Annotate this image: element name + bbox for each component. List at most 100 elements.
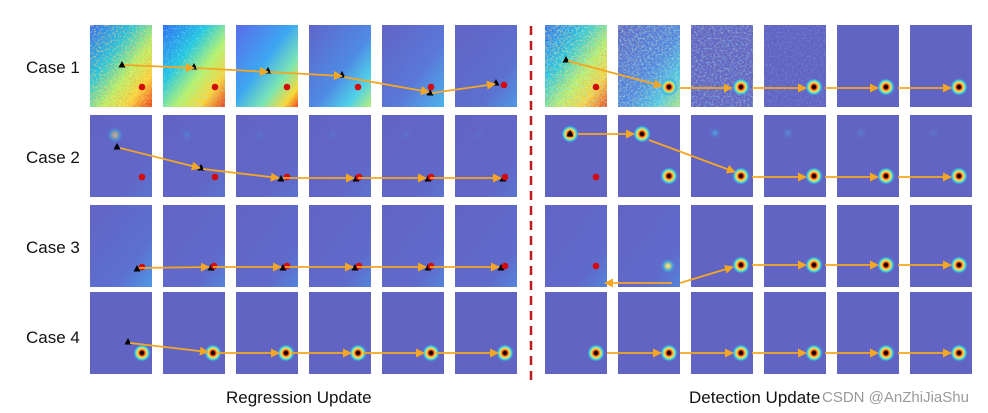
regression-panel-r3-c3 [236,205,298,287]
detection-panel-bg-r3-c4 [764,205,826,287]
regression-panel-r2-c6 [455,115,517,197]
detection-panel-r2-c5 [837,115,899,197]
target-det-r3-c3-center [738,262,744,268]
regression-panel-bg-r4-c5 [382,292,444,374]
pred-r3-c1 [133,265,141,272]
regression-panel-r1-c5 [382,25,444,107]
target-det-r3-c6-center [956,262,962,268]
target-r4-c1-center [139,350,145,356]
pred-det-tri-r2-c1 [566,130,574,137]
pred-r4-c1 [124,338,132,345]
regression-panel-r2-c2 [163,115,225,197]
arrow-reg-r2-1 [119,147,201,171]
regression-panel-r1-c3 [236,25,298,107]
target-r2-c1 [138,173,146,181]
pred-r1-c1 [118,61,126,68]
pred-r2-c1 [113,143,121,150]
detection-panel-r4-c3 [691,292,753,374]
detection-panel-r4-c6 [910,292,972,374]
regression-panel-r3-c2 [163,205,225,287]
target-r4-c5-center [428,350,434,356]
fading-blob-r2-c4 [781,126,795,140]
regression-panel-bg-r3-c2 [163,205,225,287]
regression-panel-r4-c6 [455,292,517,374]
regression-panel-bg-r3-c5 [382,205,444,287]
arrow-det-r3-2 [679,265,734,284]
target-det-blob-r3-c2 [660,258,676,274]
fading-blob-r2-c5 [854,126,868,140]
target-det-r4-c3-center [738,350,744,356]
shade-r2-c1 [90,115,152,197]
target-det-r3-c4-center [811,262,817,268]
target-r2-c6 [501,173,509,181]
regression-panel-bg-r3-c6 [455,205,517,287]
target-r2-c2 [211,173,219,181]
detection-panel-r1-c3 [691,25,753,107]
regression-panel-r2-c5 [382,115,444,197]
regression-panel-r1-c4 [309,25,371,107]
regression-panel-r2-c1 [90,115,152,197]
detection-panel-r1-c2 [618,25,680,107]
target-det-r2-c2-center [666,173,672,179]
target-det-r4-c1-center [593,350,599,356]
fading-blob-r2-c3 [708,126,722,140]
regression-panel-bg-r4-c4 [309,292,371,374]
regression-panel-bg-r1-c5 [382,25,444,107]
target-r1-c6 [500,81,508,89]
detection-panel-r2-c4 [764,115,826,197]
regression-panel-bg-r1-c4 [309,25,371,107]
arrow-reg-r1-3 [269,71,343,81]
target-r4-c4-center [355,350,361,356]
target-det-r2-c1 [592,173,600,181]
arrow-det-r2-2 [648,139,736,174]
detection-panel-bg-r3-c5 [837,205,899,287]
detection-panel-bg-r4-c4 [764,292,826,374]
target-det-r1-c1 [592,83,600,91]
target-det-r2-c3-center [738,173,744,179]
shade-r3-c2 [618,205,680,287]
pred-det-r2-c2-center [639,131,645,137]
target-det-r3-c1 [592,262,600,270]
detection-panel-bg-r2-c6 [910,115,972,197]
target-det-r1-c2-center [666,84,672,90]
regression-panel-bg-r1-c3 [236,25,298,107]
shade-r3-c1 [545,205,607,287]
target-r2-c3 [283,173,291,181]
detection-panel-bg-r3-c6 [910,205,972,287]
detection-panel-r4-c4 [764,292,826,374]
target-r1-c3 [283,83,291,91]
regression-panel-r4-c3 [236,292,298,374]
target-det-r1-c3-center [738,84,744,90]
arrow-det-r1-1 [567,60,663,89]
shade-r2-c5 [382,115,444,197]
fading-blob-r2-c6 [927,126,941,140]
target-r3-c4 [355,262,363,270]
detection-panel-r3-c2 [618,205,680,287]
target-det-r4-c2-center [666,350,672,356]
watermark: CSDN @AnZhiJiaShu [822,389,969,406]
case-4-label: Case 4 [26,328,80,347]
regression-panel-bg-r3-c1 [90,205,152,287]
shade-r2-c4 [309,115,371,197]
target-r3-c1 [138,263,146,271]
regression-panel-bg-r4-c6 [455,292,517,374]
regression-panel-r2-c4 [309,115,371,197]
target-det-r2-c4-center [811,173,817,179]
detection-panel-bg-r4-c3 [691,292,753,374]
target-r1-c4 [354,83,362,91]
shade-r2-c6 [455,115,517,197]
regression-panel-r3-c6 [455,205,517,287]
pred-det-r1-c1 [562,56,570,63]
detection-update-label: Detection Update [689,388,821,407]
detection-panel-bg-r4-c6 [910,292,972,374]
target-r4-c2-center [210,350,216,356]
detection-panel-r2-c3 [691,115,753,197]
detection-panel-r4-c5 [837,292,899,374]
noise-b-r1-c1 [545,25,607,107]
detection-panel-r1-c4 [764,25,826,107]
arrow-reg-r1-2 [195,67,269,77]
detection-panel-r3-c5 [837,205,899,287]
arrow-reg-r3-1 [138,262,210,272]
regression-panel-r3-c5 [382,205,444,287]
